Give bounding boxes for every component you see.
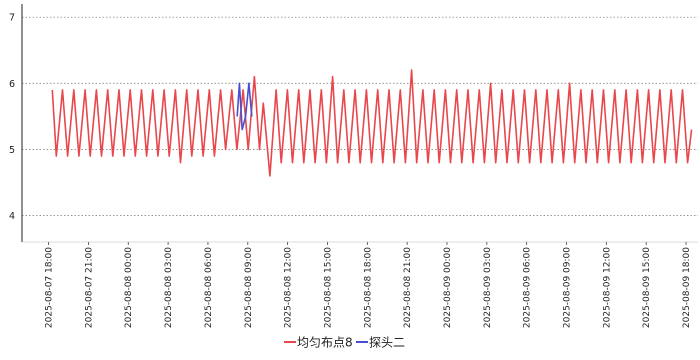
y-tick-label: 6: [9, 79, 15, 90]
x-tick-label: 2025-08-09 18:00: [682, 247, 692, 328]
x-tick-label: 2025-08-08 06:00: [204, 247, 214, 328]
series-line: [236, 82, 253, 131]
x-tick-label: 2025-08-08 09:00: [244, 247, 254, 328]
series-line: [51, 69, 693, 177]
legend: 均匀布点8 探头二: [284, 336, 405, 350]
x-tick-label: 2025-08-08 12:00: [284, 247, 294, 328]
x-tick-label: 2025-08-09 06:00: [523, 247, 533, 328]
y-tick-label: 7: [9, 13, 15, 24]
y-tick-label: 4: [9, 211, 15, 222]
x-tick-label: 2025-08-09 15:00: [642, 247, 652, 328]
series-lines: [51, 69, 693, 177]
x-tick-label: 2025-08-08 15:00: [323, 247, 333, 328]
x-tick-label: 2025-08-09 03:00: [483, 247, 493, 328]
x-tick-label: 2025-08-09 00:00: [443, 247, 453, 328]
x-tick-label: 2025-08-08 00:00: [124, 247, 134, 328]
y-tick-label: 5: [9, 145, 15, 156]
x-tick-label: 2025-08-08 18:00: [363, 247, 373, 328]
x-tick-label: 2025-08-08 03:00: [164, 247, 174, 328]
grid-lines: [22, 16, 698, 216]
legend-label: 探头二: [369, 336, 405, 350]
axes: 4 5 6 7 2025-08-07 18:00 2025-08-07 21:00 2025…: [9, 4, 698, 328]
legend-label: 均匀布点8: [297, 336, 353, 350]
x-tick-label: 2025-08-09 09:00: [563, 247, 573, 328]
x-tick-label: 2025-08-09 12:00: [602, 247, 612, 328]
x-tick-label: 2025-08-07 21:00: [84, 247, 94, 328]
x-tick-label: 2025-08-08 21:00: [403, 247, 413, 328]
x-tick-label: 2025-08-07 18:00: [45, 247, 55, 328]
